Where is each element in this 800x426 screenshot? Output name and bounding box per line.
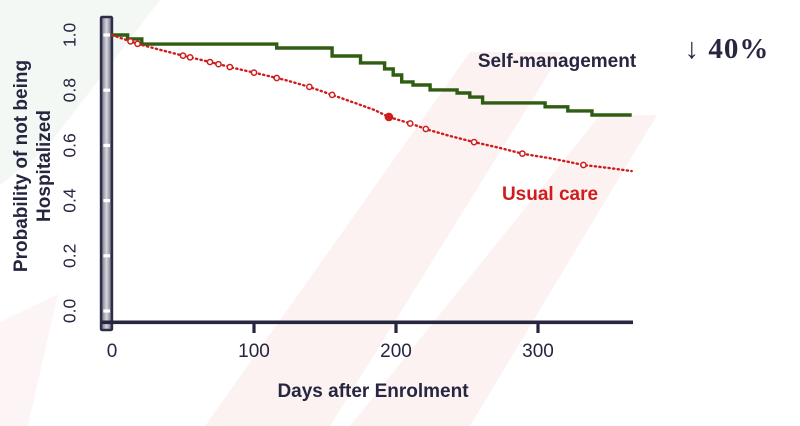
emphasis-censor-mark: [384, 112, 394, 122]
censor-mark: [206, 58, 214, 66]
y-tick-label: 0.6: [60, 133, 80, 157]
censor-mark: [215, 60, 222, 68]
censor-mark: [580, 161, 587, 169]
censor-mark: [226, 63, 234, 71]
x-tick-label: 100: [238, 341, 270, 362]
y-tick-label: 1.0: [60, 23, 80, 48]
censor-mark: [519, 150, 526, 157]
series-label-usual-care: Usual care: [501, 184, 599, 205]
censor-mark: [186, 53, 194, 61]
censor-mark: [273, 74, 281, 82]
y-tick-label: 0.8: [60, 78, 80, 102]
self-management-curve: [112, 33, 632, 117]
censor-mark: [306, 83, 313, 91]
x-tick-label: 0: [107, 341, 118, 362]
x-axis-title: Days after Enrolment: [277, 381, 469, 402]
censor-mark: [422, 125, 430, 133]
censor-mark: [406, 120, 414, 127]
censor-mark: [127, 38, 134, 45]
x-tick-label: 300: [522, 341, 554, 362]
censor-mark: [328, 91, 336, 99]
y-axis-title: Probability of not being Hospitalized: [11, 59, 55, 273]
y-tick-label: 0.4: [60, 188, 80, 213]
y-tick-label: 0.0: [60, 299, 80, 324]
x-tick-label: 200: [380, 341, 412, 362]
series-label-self-management: Self-management: [477, 51, 637, 72]
y-tick-label: 0.2: [60, 244, 80, 268]
series-lines: [110, 33, 633, 173]
censor-mark: [134, 40, 141, 48]
usual-care-curve: [110, 33, 633, 173]
censor-mark: [470, 138, 478, 146]
axes: 0.0 0.2 0.4 0.6 0.8 1.0 0 100 200 300: [60, 15, 633, 362]
reduction-annotation: ↓ 40%: [684, 33, 770, 65]
background-watermark: [0, 0, 657, 426]
censor-mark: [179, 52, 187, 59]
censor-mark: [250, 69, 258, 76]
